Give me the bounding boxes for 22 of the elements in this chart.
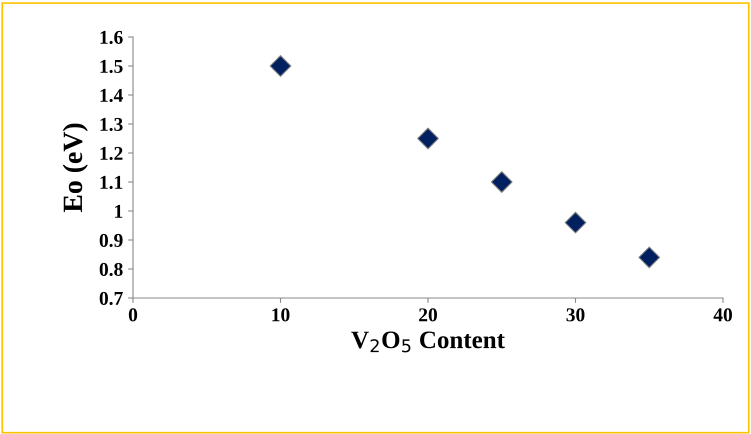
- point: [564, 212, 586, 234]
- y-axis-title: Eo (eV): [62, 124, 88, 212]
- point: [417, 128, 439, 150]
- x-tick-label: 30: [566, 308, 584, 322]
- point: [270, 55, 292, 77]
- y-tick-label: 1.5: [100, 60, 123, 74]
- y-tick-label: 0.7: [100, 292, 123, 306]
- y-tick-label: 0.8: [100, 262, 123, 276]
- x-tick-label: 10: [272, 308, 290, 322]
- y-tick-label: 1.1: [100, 176, 122, 190]
- x-axis-title: V$_{2}$O$_{5}$ Content: [351, 332, 505, 352]
- y-tick-label: 1.3: [100, 118, 123, 132]
- y-tick-label: 1.4: [100, 88, 123, 102]
- y-tick-label: 1.6: [100, 30, 123, 44]
- x-tick-label: 40: [714, 308, 732, 322]
- x-tick-label: 0: [128, 308, 138, 322]
- point: [638, 246, 660, 268]
- y-tick-label: 0.9: [100, 234, 123, 248]
- point: [490, 171, 513, 193]
- y-tick-label: 1.2: [100, 146, 122, 160]
- x-tick-label: 20: [419, 308, 437, 322]
- y-tick-label: 1: [115, 204, 122, 218]
